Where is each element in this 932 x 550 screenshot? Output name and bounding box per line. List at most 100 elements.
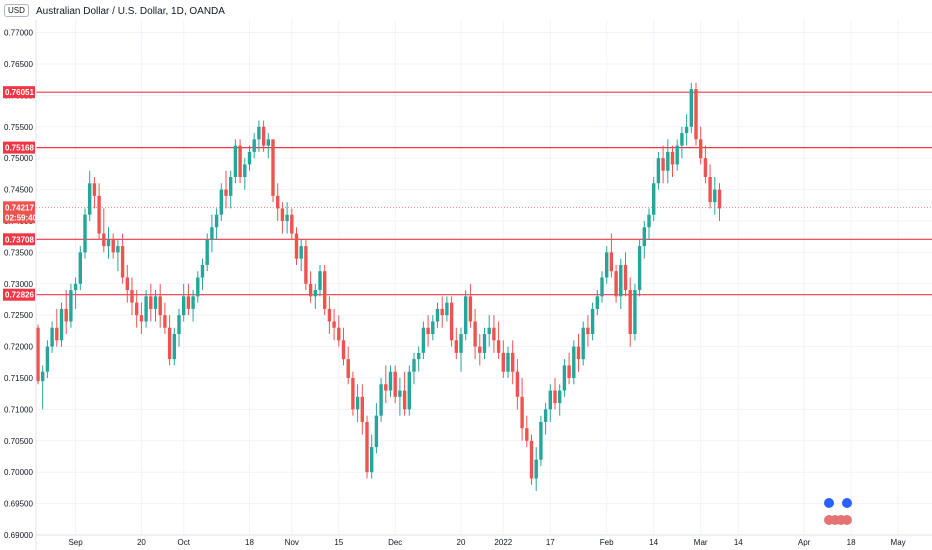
last-price-countdown: 02:59:40 — [5, 213, 38, 222]
level-tag — [3, 141, 35, 154]
last-price-tag — [3, 201, 35, 224]
level-tag-label: 0.75168 — [5, 144, 34, 153]
candle-body — [318, 271, 322, 291]
candle-body — [398, 390, 402, 397]
flag-au-icon[interactable] — [824, 498, 834, 508]
candle-body — [158, 296, 162, 316]
candle-body — [73, 283, 78, 291]
candle-body — [511, 352, 515, 372]
candle-body — [525, 428, 529, 441]
candle-body — [572, 346, 576, 378]
candle-body — [41, 371, 45, 382]
candle-body — [78, 252, 82, 284]
candle-body — [111, 239, 115, 253]
currency-badge[interactable]: USD — [4, 4, 29, 17]
candle-body — [468, 296, 473, 322]
y-tick-label: 0.71500 — [4, 374, 33, 383]
candle-body — [102, 233, 106, 247]
candle-body — [210, 227, 214, 240]
candle-body — [576, 346, 581, 360]
price-tags: 0.76051 0.75168 0.73708 0.72826 0.7421702:59… — [3, 86, 38, 301]
candle-body — [595, 296, 599, 309]
candle-body — [163, 315, 167, 328]
candle-body — [182, 296, 186, 316]
candle-body — [501, 352, 505, 372]
flag-au-icon[interactable] — [842, 498, 852, 508]
candle-body — [59, 308, 64, 341]
candle-body — [431, 321, 435, 335]
candle-body — [45, 346, 50, 372]
candle-body — [440, 308, 444, 316]
candle-body — [684, 126, 689, 134]
candle-body — [238, 145, 242, 178]
candle-body — [487, 327, 491, 335]
x-tick-label: 2022 — [494, 538, 512, 547]
y-tick-label: 0.70500 — [4, 437, 33, 446]
candle-body — [205, 239, 209, 265]
candle-body — [454, 340, 458, 353]
candle-body — [703, 158, 708, 178]
x-tick-label: Oct — [177, 538, 190, 547]
candle-body — [459, 334, 463, 353]
candle-body — [177, 315, 181, 335]
candle-body — [313, 290, 317, 297]
candle-body — [393, 371, 397, 397]
candle-body — [445, 302, 449, 316]
candle-body — [689, 89, 693, 127]
candle-body — [88, 183, 92, 215]
candle-body — [299, 246, 303, 259]
candle-body — [520, 396, 524, 429]
candle-body — [642, 227, 646, 247]
candles — [36, 82, 722, 492]
candle-body — [355, 396, 360, 410]
candle-body — [304, 246, 308, 284]
candle-body — [407, 371, 411, 410]
candle-body — [609, 252, 614, 272]
candle-body — [327, 308, 332, 322]
candle-body — [694, 89, 698, 140]
candle-body — [562, 365, 567, 391]
x-tick-label: Feb — [600, 538, 614, 547]
x-tick-label: Mar — [694, 538, 708, 547]
candle-body — [713, 189, 717, 203]
candle-body — [623, 264, 628, 291]
x-tick-label: 17 — [546, 538, 555, 547]
candle-body — [647, 214, 651, 228]
candle-body — [539, 421, 543, 460]
y-tick-label: 0.72500 — [4, 311, 33, 320]
chart-title: Australian Dollar / U.S. Dollar, 1D, OAN… — [36, 6, 225, 17]
candle-body — [285, 214, 289, 221]
candle-body — [243, 164, 247, 178]
candle-body — [280, 208, 285, 221]
candle-body — [130, 290, 134, 303]
candle-body — [370, 447, 374, 473]
candle-body — [365, 421, 369, 473]
candle-body — [628, 290, 632, 335]
flag-us-icon[interactable] — [842, 515, 852, 525]
candle-body — [496, 340, 501, 353]
candle-body — [426, 327, 430, 335]
x-tick-label: May — [891, 538, 906, 547]
candle-body — [135, 302, 139, 316]
y-tick-label: 0.77000 — [4, 29, 33, 38]
candle-body — [346, 359, 350, 378]
y-axis: 0.770000.765000.760000.755000.750000.745… — [4, 20, 37, 550]
y-tick-label: 0.74500 — [4, 186, 33, 195]
candle-body — [92, 183, 97, 196]
candle-body — [553, 390, 557, 404]
x-axis: Sep 20 Oct 18 Nov 15 Dec 20 2022 17 Feb 14 Mar 14 Apr 1… — [36, 534, 932, 547]
candle-body — [581, 327, 585, 360]
candle-body — [374, 415, 379, 448]
candle-body — [120, 246, 125, 278]
event-flags[interactable] — [824, 498, 852, 525]
y-tick-label: 0.73500 — [4, 248, 33, 257]
x-tick-label: 18 — [245, 538, 254, 547]
candle-body — [605, 252, 609, 278]
candle-body — [534, 459, 538, 479]
x-tick-label: 18 — [847, 538, 856, 547]
x-tick-label: Nov — [285, 538, 299, 547]
candle-body — [125, 277, 129, 291]
candle-body — [290, 214, 294, 234]
candle-body — [717, 189, 722, 209]
